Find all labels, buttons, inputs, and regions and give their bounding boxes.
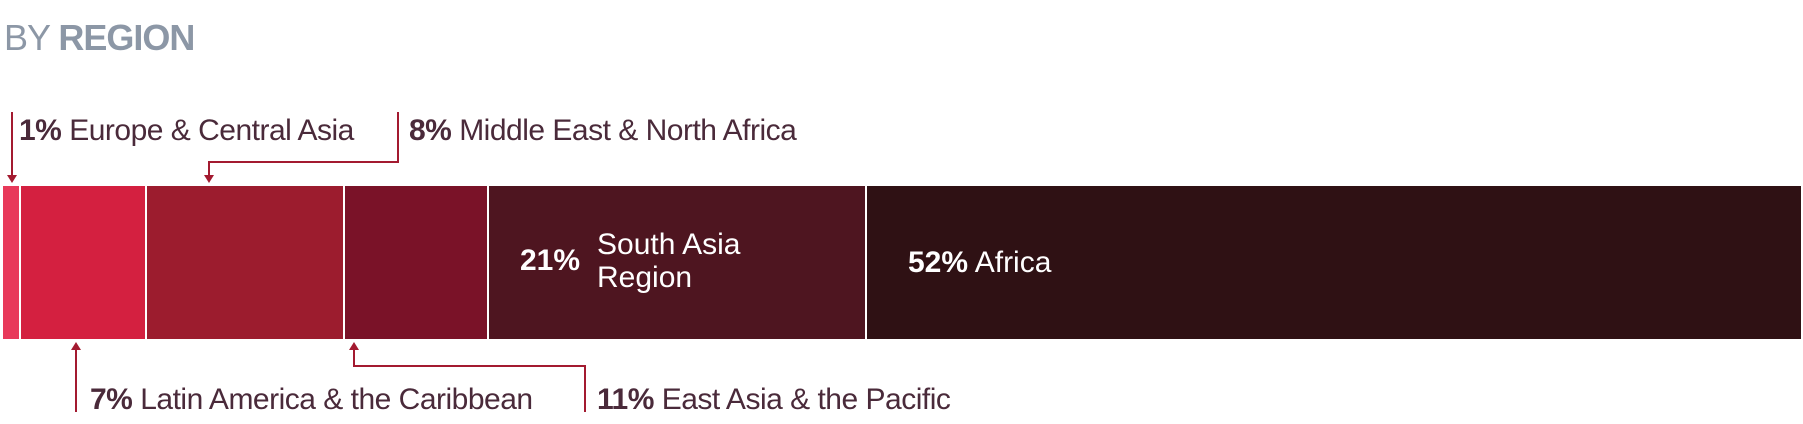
label-latin-america-and-the-caribbean-name: Latin America & the Caribbean [132,383,532,416]
chart-title: BY REGION [4,14,195,62]
bar-segment-south-asia-region [487,184,867,341]
label-africa-value: 52% [908,246,968,279]
label-europe-and-central-asia-name: Europe & Central Asia [61,114,354,147]
label-east-asia-and-the-pacific-value: 11% [597,383,654,416]
name-label-south-asia-region-line2: Region [597,261,692,294]
bar-segment-africa [865,184,1803,341]
arrow-middle-east-and-north-africa [204,175,214,183]
label-latin-america-and-the-caribbean: 7% Latin America & the Caribbean [90,383,533,416]
bar-segment-latin-america-and-the-caribbean [19,184,147,341]
arrow-europe-and-central-asia [7,175,17,183]
name-label-south-asia-region: South Asia Region [597,228,741,294]
label-europe-and-central-asia-value: 1% [19,114,61,147]
leader-line-middle-east-and-north-africa [208,112,399,179]
title-main: REGION [58,17,195,58]
label-east-asia-and-the-pacific: 11% East Asia & the Pacific [597,383,951,416]
label-africa: 52% Africa [908,246,1052,279]
label-east-asia-and-the-pacific-name: East Asia & the Pacific [654,383,951,416]
leader-line-east-asia-and-the-pacific [353,346,586,412]
value-label-south-asia-region: 21% [520,244,580,277]
label-middle-east-and-north-africa-name: Middle East & North Africa [451,114,797,147]
bar-segment-middle-east-and-north-africa [343,184,489,341]
label-europe-and-central-asia: 1% Europe & Central Asia [19,114,355,147]
arrow-latin-america-and-the-caribbean [71,342,81,350]
name-label-south-asia-region-line1: South Asia [597,228,741,261]
label-latin-america-and-the-caribbean-value: 7% [90,383,132,416]
bar-segment-east-asia-and-the-pacific [145,184,345,341]
arrow-east-asia-and-the-pacific [349,342,359,350]
label-africa-name: Africa [968,246,1052,279]
label-middle-east-and-north-africa-value: 8% [409,114,451,147]
label-middle-east-and-north-africa: 8% Middle East & North Africa [409,114,797,147]
bar-segment-europe-and-central-asia [1,184,21,341]
title-prefix: BY [4,17,59,58]
